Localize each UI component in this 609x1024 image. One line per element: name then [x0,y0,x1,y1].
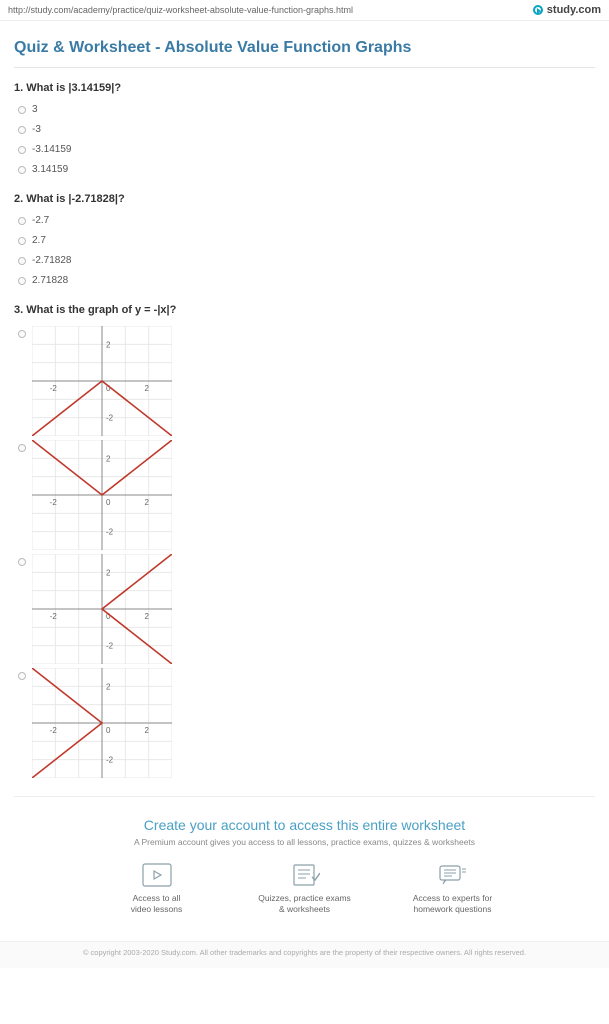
svg-text:-2: -2 [50,384,58,393]
feature-text: Access to experts forhomework questions [413,893,492,915]
svg-text:-2: -2 [106,756,114,765]
option-label: 3 [32,104,38,115]
svg-text:2: 2 [144,612,149,621]
feature-2[interactable]: Access to experts forhomework questions [398,863,508,915]
brand-name: study.com [547,4,601,16]
svg-text:2: 2 [144,726,149,735]
play-icon [533,5,543,15]
quiz-icon [290,863,320,887]
feature-1[interactable]: Quizzes, practice exams& worksheets [250,863,360,915]
radio-icon[interactable] [18,217,26,225]
graph-neg_abs_rot: -2 0 2 -2 2 [32,668,172,778]
option-q2-2[interactable]: -2.71828 [18,255,595,266]
feature-text: Access to allvideo lessons [131,893,183,915]
quiz-body: 1. What is |3.14159|? 3 -3 -3.14159 3.14159 2… [14,82,595,778]
brand-logo[interactable]: study.com [533,4,601,16]
option-q2-3[interactable]: 2.71828 [18,275,595,286]
option-label: 3.14159 [32,164,68,175]
radio-icon[interactable] [18,444,26,452]
video-icon [142,863,172,887]
radio-icon[interactable] [18,237,26,245]
expert-icon [438,863,468,887]
main-content: Quiz & Worksheet - Absolute Value Functi… [0,21,609,941]
svg-text:0: 0 [106,726,111,735]
svg-text:-2: -2 [50,612,58,621]
question-2: 2. What is |-2.71828|? [14,193,595,205]
question-1: 1. What is |3.14159|? [14,82,595,94]
cta-subtitle: A Premium account gives you access to al… [24,837,585,847]
feature-text: Quizzes, practice exams& worksheets [258,893,351,915]
feature-row: Access to allvideo lessons Quizzes, prac… [24,863,585,915]
url-text: http://study.com/academy/practice/quiz-w… [8,5,353,15]
svg-text:2: 2 [106,568,111,577]
radio-icon[interactable] [18,672,26,680]
graph-option-1[interactable]: -2 0 2 -2 2 [18,440,595,550]
graph-neg_abs: -202-22 [32,326,172,436]
graph-abs: -2 0 2 -2 2 [32,440,172,550]
svg-text:2: 2 [144,384,149,393]
graph-option-3[interactable]: -2 0 2 -2 2 [18,668,595,778]
option-q2-0[interactable]: -2.7 [18,215,595,226]
page-title: Quiz & Worksheet - Absolute Value Functi… [14,31,595,68]
radio-icon[interactable] [18,277,26,285]
graph-options-q3: -202-22-202-22-202-22-202-22 [18,326,595,778]
feature-0[interactable]: Access to allvideo lessons [102,863,212,915]
radio-icon[interactable] [18,106,26,114]
options-q2: -2.7 2.7 -2.71828 2.71828 [18,215,595,286]
option-q1-2[interactable]: -3.14159 [18,144,595,155]
option-label: -3 [32,124,41,135]
radio-icon[interactable] [18,126,26,134]
radio-icon[interactable] [18,257,26,265]
svg-text:-2: -2 [50,726,58,735]
option-q1-3[interactable]: 3.14159 [18,164,595,175]
svg-text:-2: -2 [106,528,114,537]
option-label: -2.7 [32,215,49,226]
svg-text:2: 2 [106,454,111,463]
option-label: 2.71828 [32,275,68,286]
option-q2-1[interactable]: 2.7 [18,235,595,246]
radio-icon[interactable] [18,166,26,174]
radio-icon[interactable] [18,558,26,566]
graph-abs_rot: -202-22 [32,554,172,664]
svg-text:-2: -2 [106,642,114,651]
question-3: 3. What is the graph of y = -|x|? [14,304,595,316]
radio-icon[interactable] [18,330,26,338]
graph-option-0[interactable]: -202-22 [18,326,595,436]
svg-text:2: 2 [144,498,149,507]
radio-icon[interactable] [18,146,26,154]
option-label: -2.71828 [32,255,71,266]
svg-text:-2: -2 [106,414,114,423]
svg-text:0: 0 [106,498,111,507]
svg-text:2: 2 [106,682,111,691]
divider [14,796,595,797]
url-bar: http://study.com/academy/practice/quiz-w… [0,0,609,21]
cta-title: Create your account to access this entir… [24,817,585,833]
cta-block: Create your account to access this entir… [14,811,595,941]
option-q1-1[interactable]: -3 [18,124,595,135]
option-label: 2.7 [32,235,46,246]
options-q1: 3 -3 -3.14159 3.14159 [18,104,595,175]
option-q1-0[interactable]: 3 [18,104,595,115]
graph-option-2[interactable]: -202-22 [18,554,595,664]
option-label: -3.14159 [32,144,71,155]
svg-text:-2: -2 [50,498,58,507]
svg-text:2: 2 [106,340,111,349]
copyright-footer: © copyright 2003-2020 Study.com. All oth… [0,941,609,968]
